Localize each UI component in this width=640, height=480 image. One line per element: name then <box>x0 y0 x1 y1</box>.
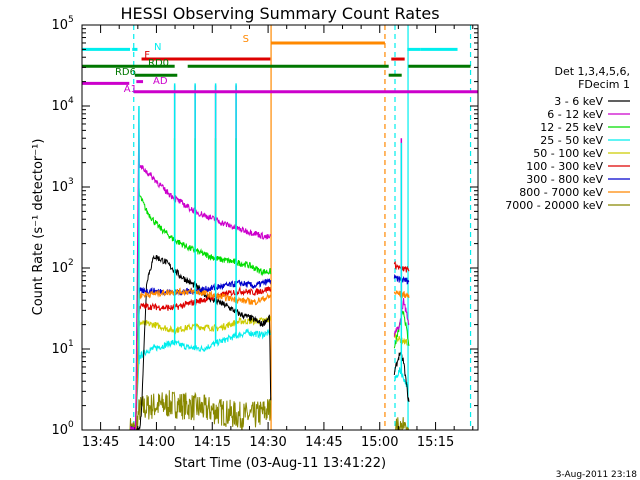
x-tick-label: 13:45 <box>82 435 119 450</box>
x-axis-label: Start Time (03-Aug-11 13:41:22) <box>174 456 386 471</box>
series-trace-0 <box>129 390 272 430</box>
y-tick-exponent: 1 <box>68 339 74 349</box>
legend-label: 300 - 800 keV <box>526 173 603 186</box>
series-trace-0 <box>129 287 271 430</box>
series-trace-1 <box>393 367 408 388</box>
flag-label-f: F <box>144 50 150 61</box>
y-tick-exponent: 4 <box>68 96 74 106</box>
x-tick-label: 14:45 <box>305 435 342 450</box>
y-tick-exponent: 3 <box>68 177 74 187</box>
x-tick-label: 15:15 <box>417 435 454 450</box>
series-7000-20000kev <box>129 390 410 430</box>
series-trace-0 <box>130 278 272 430</box>
y-tick-exponent: 5 <box>68 15 74 25</box>
y-tick-label: 10 <box>51 18 68 33</box>
legend-label: 50 - 100 keV <box>533 147 603 160</box>
legend-label: 800 - 7000 keV <box>519 186 603 199</box>
series-trace-0 <box>130 285 272 430</box>
plot-frame <box>81 24 479 431</box>
flag-label-a1: A1 <box>124 84 137 95</box>
spikes <box>138 83 403 374</box>
flag-label-rd6: RD6 <box>115 67 136 78</box>
footer-date: 3-Aug-2011 23:18 <box>556 470 638 480</box>
flag-label-ad: AD <box>153 76 168 87</box>
legend-header: FDecim 1 <box>578 78 630 91</box>
series-trace-0 <box>129 185 272 430</box>
flag-label-s: S <box>243 34 249 45</box>
flag-label-n: N <box>154 42 161 53</box>
x-tick-label: 14:00 <box>138 435 175 450</box>
series-trace-0 <box>129 315 272 430</box>
legend-label: 25 - 50 keV <box>540 134 603 147</box>
series-25-50kev <box>130 328 408 430</box>
flag-bars <box>82 41 478 94</box>
y-tick-label: 10 <box>51 180 68 195</box>
series-trace-0 <box>129 108 271 430</box>
series-trace-0 <box>130 328 272 430</box>
legend-label: 12 - 25 keV <box>540 121 603 134</box>
x-tick-label: 14:15 <box>194 435 231 450</box>
legend-header: Det 1,3,4,5,6, <box>554 65 630 78</box>
series-lines <box>129 83 410 430</box>
legend-label: 3 - 6 keV <box>554 95 603 108</box>
y-tick-label: 10 <box>51 99 68 114</box>
vertical-markers <box>133 25 472 430</box>
x-tick-label: 14:30 <box>249 435 286 450</box>
y-axis-label: Count Rate (s⁻¹ detector⁻¹) <box>31 139 46 316</box>
legend-label: 100 - 300 keV <box>526 160 603 173</box>
flag-label-rd0: RD0 <box>148 58 169 69</box>
legend-label: 6 - 12 keV <box>547 108 603 121</box>
chart-title: HESSI Observing Summary Count Rates <box>120 4 439 23</box>
x-tick-label: 15:00 <box>361 435 398 450</box>
y-tick-label: 10 <box>51 261 68 276</box>
legend-label: 7000 - 20000 keV <box>505 199 603 212</box>
y-tick-label: 10 <box>51 423 68 438</box>
series-trace-1 <box>394 417 410 430</box>
y-tick-exponent: 0 <box>68 420 74 430</box>
y-tick-label: 10 <box>51 342 68 357</box>
y-tick-exponent: 2 <box>68 258 74 268</box>
